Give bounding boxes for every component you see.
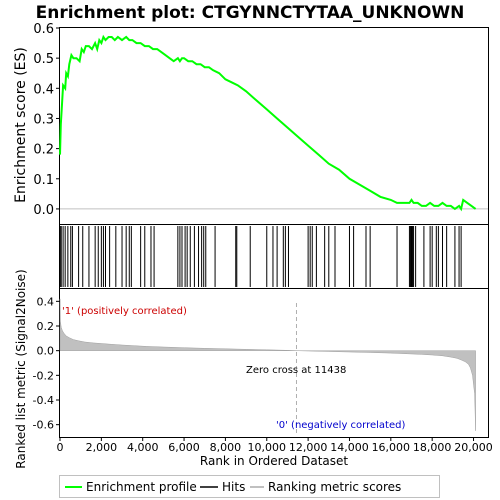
metric-x-tick-label: 8,000: [210, 441, 242, 454]
es-y-axis-label: Enrichment score (ES): [13, 47, 29, 203]
metric-y-tick-label: 0.2: [37, 320, 55, 333]
legend-enrichment-profile-label: Enrichment profile: [86, 480, 197, 494]
metric-x-tick-label: 18,000: [413, 441, 452, 454]
hits-panel: [60, 225, 489, 289]
metric-panel: '1' (positively correlated) Zero cross a…: [14, 269, 493, 468]
zero-cross-annotation: Zero cross at 11438: [246, 365, 346, 376]
metric-x-tick-label: 14,000: [330, 441, 369, 454]
metric-x-tick-label: 4,000: [127, 441, 159, 454]
es-y-ticks: 0.0 0.1 0.2 0.3 0.4 0.5 0.6: [33, 22, 60, 218]
legend: Enrichment profile Hits Ranking metric s…: [60, 476, 440, 498]
es-y-tick-label: 0.4: [33, 82, 54, 97]
metric-y-tick-label: -0.4: [33, 394, 54, 407]
es-panel-frame: [60, 28, 489, 225]
es-y-tick-label: 0.5: [33, 52, 54, 67]
metric-y-tick-label: -0.6: [33, 419, 54, 432]
es-y-tick-label: 0.6: [33, 22, 54, 37]
metric-y-axis-label: Ranked list metric (Signal2Noise): [14, 269, 28, 468]
metric-x-axis-label: Rank in Ordered Dataset: [200, 454, 348, 468]
positive-annotation: '1' (positively correlated): [62, 306, 187, 317]
metric-x-tick-label: 2,000: [86, 441, 118, 454]
metric-x-tick-label: 20,000: [454, 441, 493, 454]
metric-y-tick-label: -0.2: [33, 369, 54, 382]
metric-x-tick-label: 0: [57, 441, 64, 454]
metric-y-ticks: 0.4 0.2 0.0 -0.2 -0.4 -0.6: [33, 295, 60, 431]
legend-hits-label: Hits: [222, 480, 245, 494]
metric-x-tick-label: 10,000: [248, 441, 287, 454]
metric-y-tick-label: 0.0: [37, 345, 55, 358]
metric-x-tick-label: 16,000: [372, 441, 411, 454]
es-y-tick-label: 0.0: [33, 203, 54, 218]
metric-x-tick-label: 6,000: [168, 441, 200, 454]
metric-x-ticks: 0 2,000 4,000 6,000 8,000 10,000 12,000 14,000 1…: [57, 437, 493, 454]
es-y-tick-label: 0.2: [33, 143, 54, 158]
negative-annotation: '0' (negatively correlated): [276, 420, 405, 431]
legend-ranking-metric-label: Ranking metric scores: [268, 480, 401, 494]
es-panel: 0.0 0.1 0.2 0.3 0.4 0.5 0.6 Enrichment score (…: [13, 22, 489, 225]
metric-x-tick-label: 12,000: [289, 441, 328, 454]
es-y-tick-label: 0.3: [33, 112, 54, 127]
metric-y-tick-label: 0.4: [37, 295, 55, 308]
es-y-tick-label: 0.1: [33, 173, 54, 188]
chart-title: Enrichment plot: CTGYNNCTYTAA_UNKNOWN: [36, 3, 465, 23]
